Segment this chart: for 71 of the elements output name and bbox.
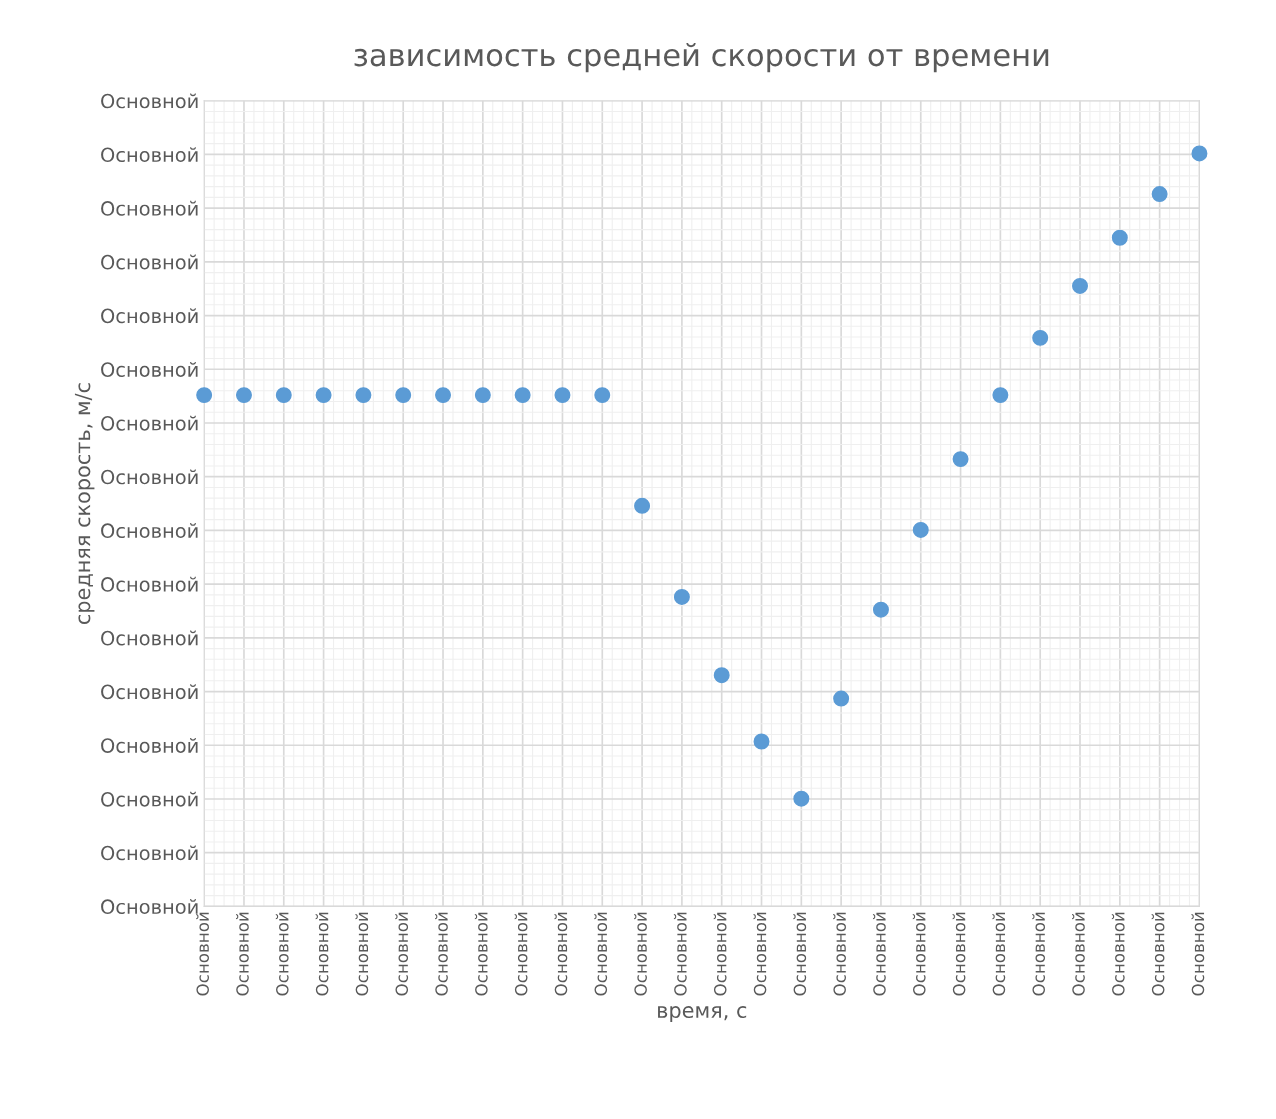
text: Основной: [101, 737, 198, 753]
point: [912, 521, 929, 538]
text: Основной: [101, 200, 198, 216]
x-tick-label: Основной: [514, 912, 528, 996]
point: [793, 790, 810, 807]
text: Основной: [101, 147, 198, 163]
point: [235, 387, 252, 404]
x-tick-label: Основной: [1191, 912, 1205, 996]
text: Основной: [101, 791, 198, 807]
text: Основной: [101, 308, 198, 324]
point: [275, 387, 292, 404]
text: Основной: [101, 415, 198, 431]
x-tick-label: Основной: [275, 912, 289, 996]
point: [872, 601, 889, 618]
point: [474, 387, 491, 404]
x-tick-label: Основной: [1032, 912, 1046, 996]
x-tick-label: Основной: [952, 912, 966, 996]
x-tick-label: Основной: [912, 912, 926, 996]
point: [1072, 277, 1088, 294]
x-tick-label: Основной: [355, 912, 369, 996]
x-tick-label: Основной: [793, 912, 807, 996]
point: [514, 387, 531, 404]
point: [992, 387, 1009, 404]
point: [753, 733, 770, 750]
x-tick-label: Основной: [713, 912, 727, 996]
x-axis-title: время, с: [658, 1006, 747, 1023]
x-tick-label: Основной: [753, 912, 767, 996]
x-tick-label: Основной: [1151, 912, 1165, 996]
text: Основной: [101, 845, 198, 861]
x-tick-label: Основной: [673, 912, 687, 996]
point: [554, 387, 571, 404]
text: Основной: [101, 523, 198, 539]
x-tick-label: Основной: [992, 912, 1006, 996]
text: Основной: [101, 684, 198, 700]
text: Основной: [101, 93, 198, 109]
point: [196, 387, 213, 404]
point: [594, 387, 611, 404]
x-tick-label: Основной: [1111, 912, 1125, 996]
x-tick-label: Основной: [1072, 912, 1085, 996]
text: Основной: [101, 469, 198, 485]
x-tick-label: Основной: [235, 912, 249, 996]
point: [833, 690, 850, 707]
x-tick-label: Основной: [435, 912, 448, 996]
point: [395, 387, 412, 404]
x-tick-label: Основной: [315, 912, 329, 996]
point: [1111, 229, 1128, 246]
x-tick-label: Основной: [833, 912, 846, 996]
x-tick-label: Основной: [474, 912, 488, 996]
point: [1032, 329, 1049, 346]
text: Основной: [101, 361, 198, 377]
x-tick-label: Основной: [554, 912, 568, 996]
x-tick-label: Основной: [872, 912, 886, 996]
point: [673, 588, 690, 605]
x-tick-label: Основной: [196, 912, 209, 996]
point: [435, 387, 452, 404]
y-axis-title: средняя скорость, м/с: [74, 383, 95, 625]
text: Основной: [101, 899, 198, 915]
x-tick-label: Основной: [634, 912, 647, 996]
x-tick-label: Основной: [395, 912, 409, 996]
text: Основной: [101, 630, 198, 646]
text: Основной: [101, 254, 198, 270]
text: Основной: [101, 576, 198, 592]
point: [634, 497, 651, 514]
x-tick-label: Основной: [594, 912, 608, 996]
chart-title: зависимость средней скорости от времени: [354, 42, 1049, 73]
point: [355, 387, 372, 404]
point: [713, 667, 730, 684]
point: [315, 387, 332, 404]
point: [1191, 145, 1208, 162]
point: [1151, 186, 1168, 203]
point: [952, 451, 969, 468]
